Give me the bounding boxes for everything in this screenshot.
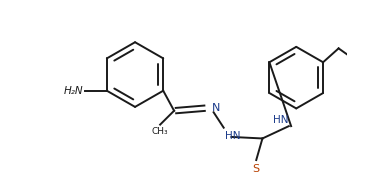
Text: H₂N: H₂N: [64, 86, 84, 96]
Text: CH₃: CH₃: [151, 127, 168, 136]
Text: N: N: [212, 103, 220, 113]
Text: S: S: [253, 164, 260, 174]
Text: HN: HN: [225, 131, 241, 141]
Text: HN: HN: [273, 115, 288, 125]
